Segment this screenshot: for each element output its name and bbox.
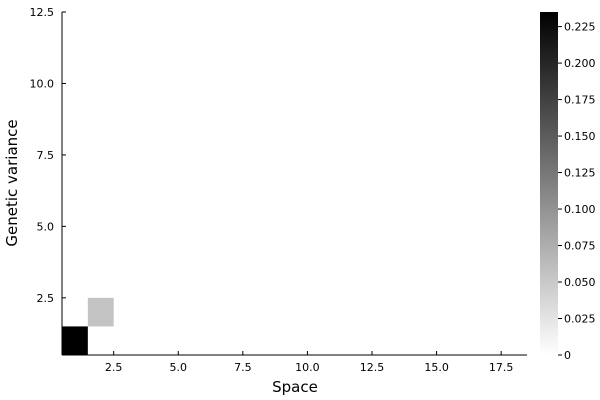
- colorbar-tick-label: 0.100: [564, 203, 596, 216]
- x-axis-ticks: 2.5 5.0 7.5 10.0 12.5 15.0 17.5: [105, 351, 514, 374]
- x-tick-label: 15.0: [424, 361, 449, 374]
- heatmap-cell-1: [87, 297, 114, 327]
- colorbar-tick-label: 0.225: [564, 21, 596, 34]
- colorbar-tick-label: 0.150: [564, 130, 596, 143]
- x-tick-label: 10.0: [295, 361, 320, 374]
- x-tick-label: 12.5: [360, 361, 385, 374]
- y-axis-label: Genetic variance: [3, 119, 21, 246]
- colorbar-tick-label: 0.125: [564, 167, 596, 180]
- colorbar: [540, 12, 558, 355]
- heatmap-cells: [62, 297, 114, 355]
- x-tick-label: 17.5: [489, 361, 514, 374]
- colorbar-gradient: [540, 12, 558, 355]
- x-tick-label: 2.5: [105, 361, 123, 374]
- y-tick-label: 10.0: [30, 77, 55, 90]
- x-tick-label: 5.0: [170, 361, 188, 374]
- colorbar-tick-label: 0.050: [564, 276, 596, 289]
- y-tick-label: 7.5: [37, 149, 55, 162]
- y-tick-label: 12.5: [30, 6, 55, 19]
- colorbar-ticks: 0 0.025 0.050 0.075 0.100 0.125 0.150 0.175 0.20…: [558, 21, 596, 362]
- colorbar-tick-label: 0.075: [564, 240, 596, 253]
- colorbar-tick-label: 0: [564, 349, 571, 362]
- x-axis-label: Space: [272, 378, 318, 396]
- colorbar-tick-label: 0.025: [564, 313, 596, 326]
- y-axis-ticks: 2.5 5.0 7.5 10.0 12.5: [30, 6, 66, 305]
- plot-axes: [61, 12, 527, 356]
- heatmap-cell-0: [62, 326, 88, 355]
- y-tick-label: 5.0: [37, 220, 55, 233]
- x-tick-label: 7.5: [234, 361, 252, 374]
- colorbar-tick-label: 0.200: [564, 57, 596, 70]
- colorbar-tick-label: 0.175: [564, 94, 596, 107]
- y-tick-label: 2.5: [37, 292, 55, 305]
